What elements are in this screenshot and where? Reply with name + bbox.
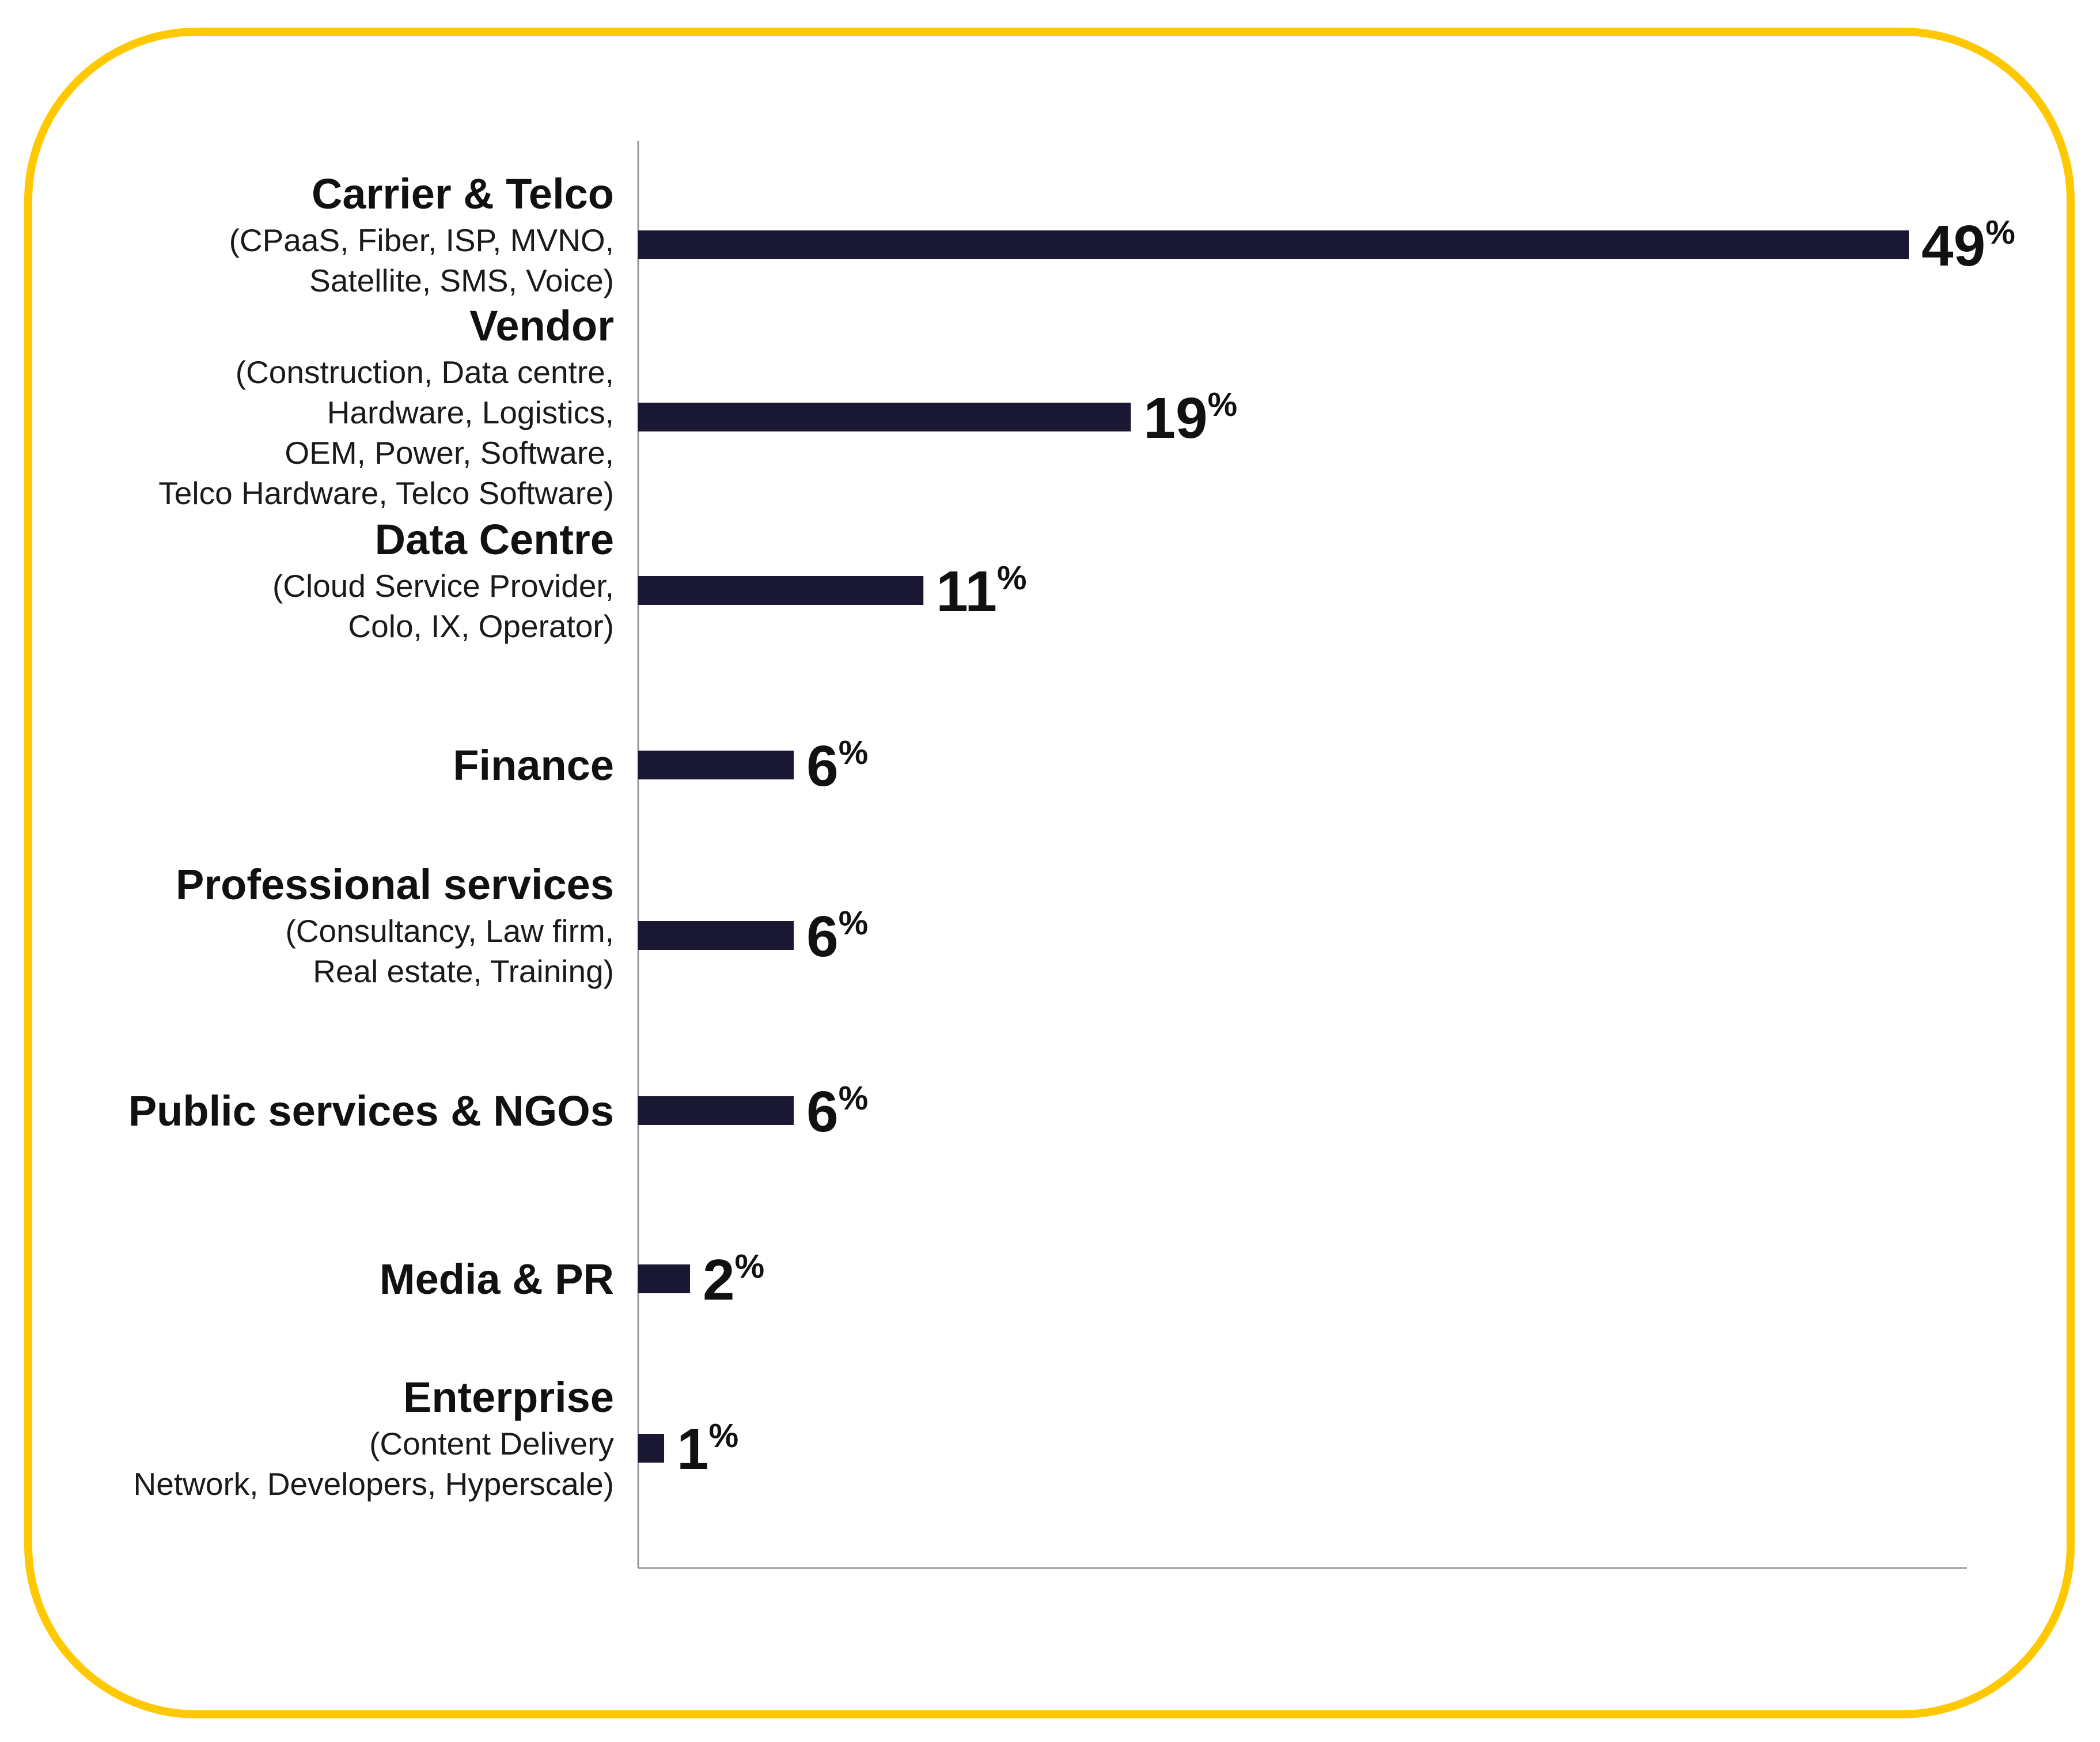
data-label: 19% [1143, 386, 1237, 450]
data-label: 6% [806, 1080, 868, 1144]
data-label: 6% [806, 904, 868, 969]
data-label: 49% [1921, 214, 2015, 278]
data-label: 6% [806, 734, 868, 798]
category-subtitle: (Construction, Data centre, [236, 354, 614, 390]
category-subtitle: (Content Delivery [369, 1426, 614, 1461]
category-subtitle: Satellite, SMS, Voice) [309, 263, 614, 298]
category-title: Finance [453, 741, 614, 789]
bar [638, 751, 794, 779]
category-title: Carrier & Telco [312, 170, 614, 218]
data-label: 1% [677, 1417, 738, 1482]
category-title: Enterprise [403, 1373, 614, 1421]
bar [638, 576, 924, 605]
data-label: 2% [703, 1248, 764, 1312]
data-label: 11% [936, 559, 1026, 624]
category-subtitle: Telco Hardware, Telco Software) [158, 475, 614, 511]
category-title: Vendor [469, 302, 614, 350]
category-subtitle: Colo, IX, Operator) [348, 608, 614, 644]
category-subtitle: Hardware, Logistics, [327, 395, 614, 430]
bar [638, 1434, 665, 1463]
category-title: Professional services [176, 861, 614, 908]
bar [638, 230, 1909, 259]
chart-frame [24, 28, 2075, 1718]
category-title: Public services & NGOs [128, 1087, 614, 1135]
bar [638, 921, 794, 950]
bar [638, 403, 1131, 431]
category-subtitle: (CPaaS, Fiber, ISP, MVNO, [229, 222, 614, 258]
category-subtitle: OEM, Power, Software, [285, 435, 614, 471]
category-subtitle: (Cloud Service Provider, [272, 568, 614, 604]
category-subtitle: (Consultancy, Law firm, [285, 913, 614, 949]
category-title: Data Centre [375, 516, 614, 563]
category-subtitle: Network, Developers, Hyperscale) [134, 1466, 614, 1502]
bar [638, 1096, 794, 1125]
bar [638, 1264, 691, 1293]
category-title: Media & PR [380, 1255, 614, 1303]
category-subtitle: Real estate, Training) [313, 953, 614, 989]
